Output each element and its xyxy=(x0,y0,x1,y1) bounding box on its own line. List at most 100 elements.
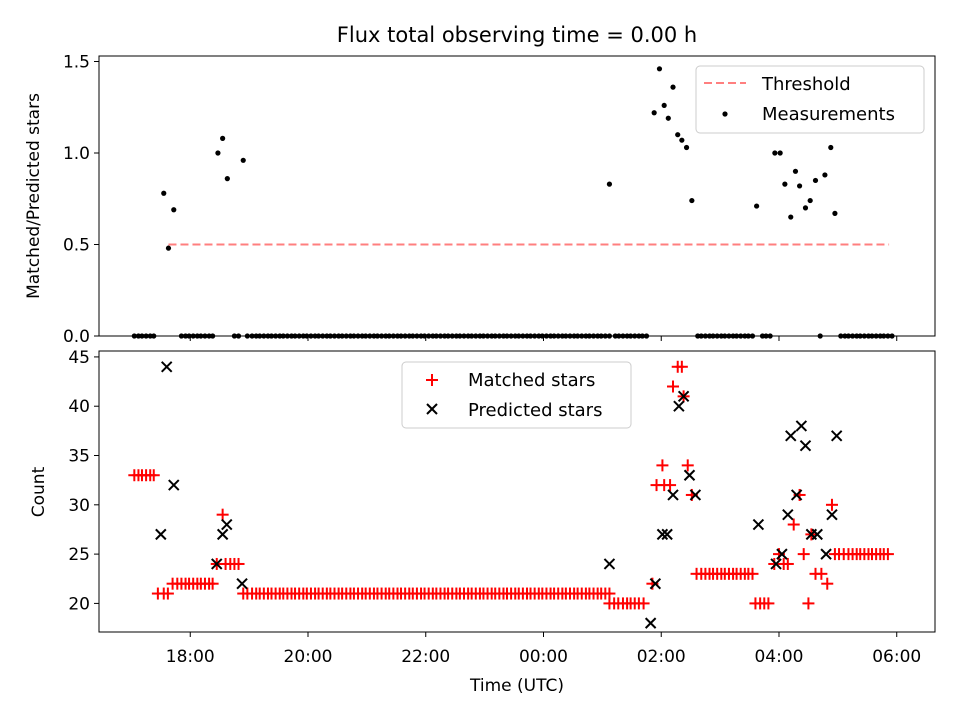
predicted-star-marker xyxy=(826,508,838,521)
top-y-tick-label: 1.5 xyxy=(63,52,90,72)
bottom-x-tick-label: 00:00 xyxy=(519,647,568,667)
predicted-star-marker xyxy=(160,361,173,373)
measurement-point xyxy=(782,181,788,187)
predicted-star-marker xyxy=(683,469,696,481)
bottom-y-tick-label: 20 xyxy=(68,594,90,614)
bottom-x-tick-label: 06:00 xyxy=(872,647,921,667)
measurement-point xyxy=(788,214,794,220)
measurement-point xyxy=(812,177,819,184)
measurement-point xyxy=(807,197,813,204)
matched-star-marker xyxy=(787,518,800,531)
measurement-point xyxy=(171,207,177,213)
bottom-x-ticks: 18:00 20:00 22:00 00:00 02:00 04:00 06:00 xyxy=(166,632,921,667)
predicted-star-marker xyxy=(795,420,808,432)
top-axes-frame xyxy=(98,55,936,337)
legend-matched-label: Matched stars xyxy=(468,370,595,391)
predicted-star-marker xyxy=(820,548,832,560)
bottom-legend: Matched stars Predicted stars xyxy=(401,361,632,429)
measurement-point xyxy=(224,176,230,182)
measurement-point xyxy=(606,181,613,187)
matched-star-marker xyxy=(825,498,838,511)
measurement-point xyxy=(832,210,838,216)
predicted-star-marker xyxy=(677,390,690,403)
bottom-legend-box xyxy=(401,361,632,429)
top-panel: Flux total observing time = 0.00 h 0.00.… xyxy=(24,23,936,347)
matched-star-marker xyxy=(821,577,834,590)
matched-star-marker xyxy=(681,459,694,472)
matched-star-marker xyxy=(637,597,650,610)
predicted-star-marker xyxy=(752,518,765,531)
legend-measurements-label: Measurements xyxy=(762,104,895,125)
bottom-y-tick-label: 45 xyxy=(68,348,90,368)
top-y-tick-label: 0.0 xyxy=(63,327,90,347)
predicted-star-marker xyxy=(667,489,679,501)
predicted-star-marker xyxy=(799,439,812,452)
predicted-star-marker xyxy=(790,489,803,501)
matched-star-marker xyxy=(762,597,775,610)
matched-star-marker xyxy=(675,360,688,373)
predicted-star-marker xyxy=(649,577,662,590)
x-axis-label: Time (UTC) xyxy=(469,676,564,696)
matched-star-marker xyxy=(802,597,815,610)
legend-predicted-marker xyxy=(426,403,438,415)
predicted-star-marker xyxy=(689,489,702,501)
matched-star-marker xyxy=(815,567,828,580)
bottom-x-tick-label: 20:00 xyxy=(284,647,333,667)
matched-star-marker xyxy=(881,548,894,561)
matched-star-marker xyxy=(216,508,229,521)
bottom-y-tick-label: 35 xyxy=(68,447,90,467)
top-y-tick-label: 1.0 xyxy=(63,144,90,164)
measurement-point xyxy=(689,197,695,204)
predicted-star-marker xyxy=(673,400,685,412)
chart-title: Flux total observing time = 0.00 h xyxy=(337,23,697,47)
top-y-axis-label: Matched/Predicted stars xyxy=(24,93,44,299)
measurement-point xyxy=(165,245,172,251)
measurement-point xyxy=(220,135,226,141)
measurement-point xyxy=(777,150,783,156)
predicted-star-marker xyxy=(155,528,167,541)
bottom-x-tick-label: 04:00 xyxy=(754,647,803,667)
predicted-star-marker xyxy=(776,548,788,560)
matched-star-marker xyxy=(746,567,759,580)
measurement-point xyxy=(651,110,657,116)
measurement-point xyxy=(675,132,681,138)
bottom-y-axis-label: Count xyxy=(29,466,49,517)
bottom-y-ticks: 20 25 30 35 40 45 xyxy=(68,348,99,614)
measurement-point xyxy=(683,144,690,151)
predicted-star-marker xyxy=(830,430,843,442)
matched-stars-series xyxy=(128,360,894,610)
top-legend-box xyxy=(695,65,925,134)
measurement-point xyxy=(161,190,167,196)
top-legend: Threshold Measurements xyxy=(695,65,925,134)
matched-star-marker xyxy=(232,557,245,570)
predicted-star-marker xyxy=(656,528,669,541)
matched-star-marker xyxy=(161,587,174,600)
bottom-y-tick-label: 25 xyxy=(68,545,90,565)
predicted-star-marker xyxy=(211,558,223,570)
predicted-star-marker xyxy=(168,479,180,491)
measurement-point xyxy=(796,183,803,189)
legend-predicted-label: Predicted stars xyxy=(468,400,602,421)
measurement-point xyxy=(754,203,760,209)
predicted-star-marker xyxy=(644,617,657,629)
legend-threshold-label: Threshold xyxy=(761,74,851,95)
bottom-x-tick-label: 22:00 xyxy=(401,647,450,667)
predicted-star-marker xyxy=(661,528,673,541)
top-y-tick-label: 0.5 xyxy=(63,235,90,255)
measurement-point xyxy=(792,168,799,174)
matched-star-marker xyxy=(147,469,160,482)
measurement-point xyxy=(828,144,834,151)
measurement-point xyxy=(665,115,671,121)
predicted-star-marker xyxy=(770,558,782,570)
predicted-stars-series xyxy=(155,361,843,629)
predicted-star-marker xyxy=(603,558,616,570)
measurement-point xyxy=(772,150,778,156)
top-y-ticks: 0.0 0.5 1.0 1.5 xyxy=(63,52,99,347)
bottom-panel: 20 25 30 35 40 45 18:00 20:00 22:00 00:00 02:00 04… xyxy=(29,348,936,696)
predicted-star-marker xyxy=(811,528,823,541)
predicted-star-marker xyxy=(221,518,233,531)
measurement-point xyxy=(670,84,676,90)
bottom-axes-frame xyxy=(98,350,936,633)
measurement-point xyxy=(240,157,246,163)
